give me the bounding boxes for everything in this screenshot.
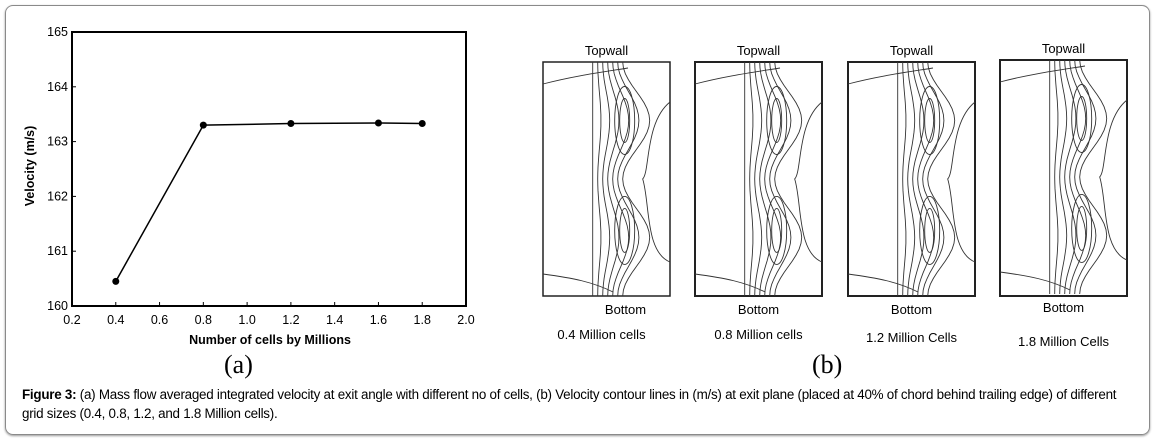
contour-line xyxy=(947,101,976,263)
data-point xyxy=(374,119,382,127)
contour-line xyxy=(927,61,956,297)
bottom-label: Bottom xyxy=(604,302,647,317)
contour-line xyxy=(754,61,763,297)
contour-line xyxy=(694,273,766,293)
y-tick-label: 164 xyxy=(47,80,68,94)
contour-line xyxy=(999,271,1071,291)
x-tick-label: 0.8 xyxy=(195,313,212,327)
contour-line xyxy=(1054,59,1059,295)
contour-line xyxy=(622,61,651,297)
contour-line xyxy=(907,61,916,297)
panel-b-label: (b) xyxy=(812,350,843,379)
contour-panel xyxy=(847,61,976,297)
contour-line xyxy=(749,61,754,297)
contour-line xyxy=(1099,99,1128,261)
contour-line xyxy=(694,67,781,85)
contour-loop xyxy=(771,98,783,143)
contour-loop xyxy=(919,86,941,155)
contour-loop xyxy=(1071,84,1093,153)
y-tick-label: 162 xyxy=(47,189,68,203)
panel-a-label: (a) xyxy=(224,350,253,379)
contour-line xyxy=(597,61,602,297)
bottom-label: Bottom xyxy=(1042,300,1085,315)
contour-line xyxy=(1074,59,1097,295)
contour-loop xyxy=(766,86,788,155)
topwall-label: Topwall xyxy=(889,43,934,58)
contour-line xyxy=(999,65,1086,83)
contour-line xyxy=(769,61,792,297)
x-axis-label: Number of cells by Millions xyxy=(189,333,351,347)
contour-panel xyxy=(999,59,1128,297)
data-point xyxy=(287,120,295,128)
contour-line xyxy=(542,273,614,293)
contour-loop xyxy=(766,196,788,265)
contour-loop xyxy=(1076,96,1088,141)
data-point xyxy=(418,120,426,128)
x-tick-label: 1.2 xyxy=(282,313,299,327)
contour-line xyxy=(794,101,823,263)
contour-line xyxy=(917,61,935,297)
data-point xyxy=(112,277,120,285)
topwall-label: Topwall xyxy=(1041,41,1086,56)
contour-line xyxy=(847,67,934,85)
contour-line xyxy=(764,61,782,297)
data-point xyxy=(199,121,207,129)
topwall-label: Topwall xyxy=(736,43,781,58)
topwall-label: Topwall xyxy=(584,43,629,58)
figure-caption: Figure 3: (a) Mass flow averaged integra… xyxy=(22,385,1140,423)
data-line xyxy=(115,122,423,282)
contour-line xyxy=(1069,59,1087,295)
contour-line xyxy=(612,61,630,297)
contour-line xyxy=(847,273,919,293)
figure-frame xyxy=(5,5,1150,435)
contour-line xyxy=(602,61,611,297)
y-tick-label: 161 xyxy=(47,244,68,258)
grid-size-label: 0.8 Million cells xyxy=(714,327,803,342)
x-tick-label: 0.2 xyxy=(63,313,80,327)
y-tick-label: 160 xyxy=(47,299,68,313)
x-tick-label: 1.4 xyxy=(326,313,343,327)
contour-line xyxy=(774,61,803,297)
contour-loop xyxy=(1076,206,1088,251)
x-tick-label: 1.8 xyxy=(414,313,431,327)
plot-area xyxy=(71,31,467,307)
y-tick-label: 163 xyxy=(47,135,68,149)
contour-line xyxy=(642,101,671,263)
x-tick-label: 1.6 xyxy=(370,313,387,327)
contour-loop xyxy=(619,208,631,253)
bottom-label: Bottom xyxy=(737,302,780,317)
contour-line xyxy=(922,61,945,297)
contour-loop xyxy=(614,196,636,265)
grid-size-label: 0.4 Million cells xyxy=(557,327,646,342)
y-tick-label: 165 xyxy=(47,25,68,39)
caption-text: (a) Mass flow averaged integrated veloci… xyxy=(22,387,1117,421)
y-axis-label: Velocity (m/s) xyxy=(23,125,37,207)
contour-loop xyxy=(771,208,783,253)
contour-panel xyxy=(694,61,823,297)
grid-size-label: 1.8 Million Cells xyxy=(1017,334,1110,349)
contour-loop xyxy=(614,86,636,155)
x-tick-label: 1.0 xyxy=(238,313,255,327)
x-tick-label: 2.0 xyxy=(457,313,474,327)
contour-loop xyxy=(619,98,631,143)
bottom-label: Bottom xyxy=(890,302,933,317)
caption-label: Figure 3: xyxy=(22,387,77,402)
x-tick-label: 0.4 xyxy=(107,313,124,327)
contour-panel xyxy=(542,61,671,297)
contour-line xyxy=(617,61,640,297)
contour-line xyxy=(1059,59,1068,295)
contour-loop xyxy=(1071,194,1093,263)
contour-loop xyxy=(919,196,941,265)
contour-line xyxy=(542,67,629,85)
grid-size-label: 1.2 Million Cells xyxy=(865,330,958,345)
contour-loop xyxy=(924,208,936,253)
contour-line xyxy=(1079,59,1108,295)
contour-line xyxy=(902,61,907,297)
x-tick-label: 0.6 xyxy=(151,313,168,327)
contour-loop xyxy=(924,98,936,143)
